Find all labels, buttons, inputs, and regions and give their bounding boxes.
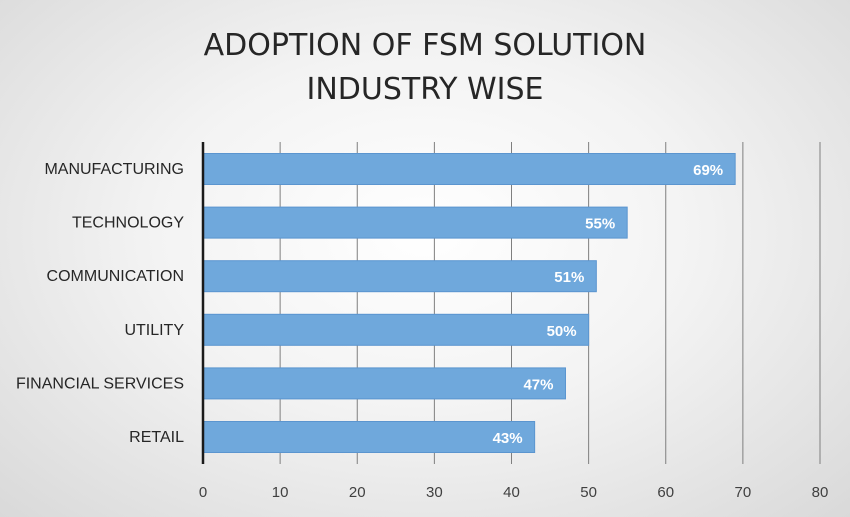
x-tick-label: 20	[349, 484, 366, 501]
x-tick-label: 0	[199, 484, 207, 501]
x-tick-label: 40	[503, 484, 520, 501]
x-tick-label: 80	[812, 484, 829, 501]
category-label: TECHNOLOGY	[72, 215, 184, 232]
bar-manufacturing	[202, 153, 736, 185]
data-label: 51%	[554, 269, 584, 286]
chart-title-line-1: ADOPTION OF FSM SOLUTION	[203, 28, 647, 63]
x-tick-label: 30	[426, 484, 443, 501]
bar-communication	[202, 260, 597, 293]
data-label: 55%	[585, 216, 615, 233]
chart-title-line-2: INDUSTRY WISE	[306, 72, 544, 107]
category-label: MANUFACTURING	[44, 161, 184, 178]
category-label: FINANCIAL SERVICES	[16, 375, 184, 392]
data-label: 50%	[547, 323, 577, 340]
x-tick-label: 60	[657, 484, 674, 501]
bar-utility	[202, 313, 590, 346]
category-label: RETAIL	[129, 429, 184, 446]
x-tick-label: 50	[580, 484, 597, 501]
chart-title: ADOPTION OF FSM SOLUTION INDUSTRY WISE	[0, 24, 850, 112]
data-label: 47%	[523, 376, 553, 393]
data-label: 69%	[693, 162, 723, 179]
data-label: 43%	[493, 430, 523, 447]
category-label: UTILITY	[124, 322, 184, 339]
bar-financial-services	[202, 367, 566, 400]
x-tick-label: 10	[272, 484, 289, 501]
x-tick-label: 70	[735, 484, 752, 501]
category-label: COMMUNICATION	[47, 268, 184, 285]
bar-retail	[202, 421, 536, 453]
bar-technology	[202, 206, 628, 239]
